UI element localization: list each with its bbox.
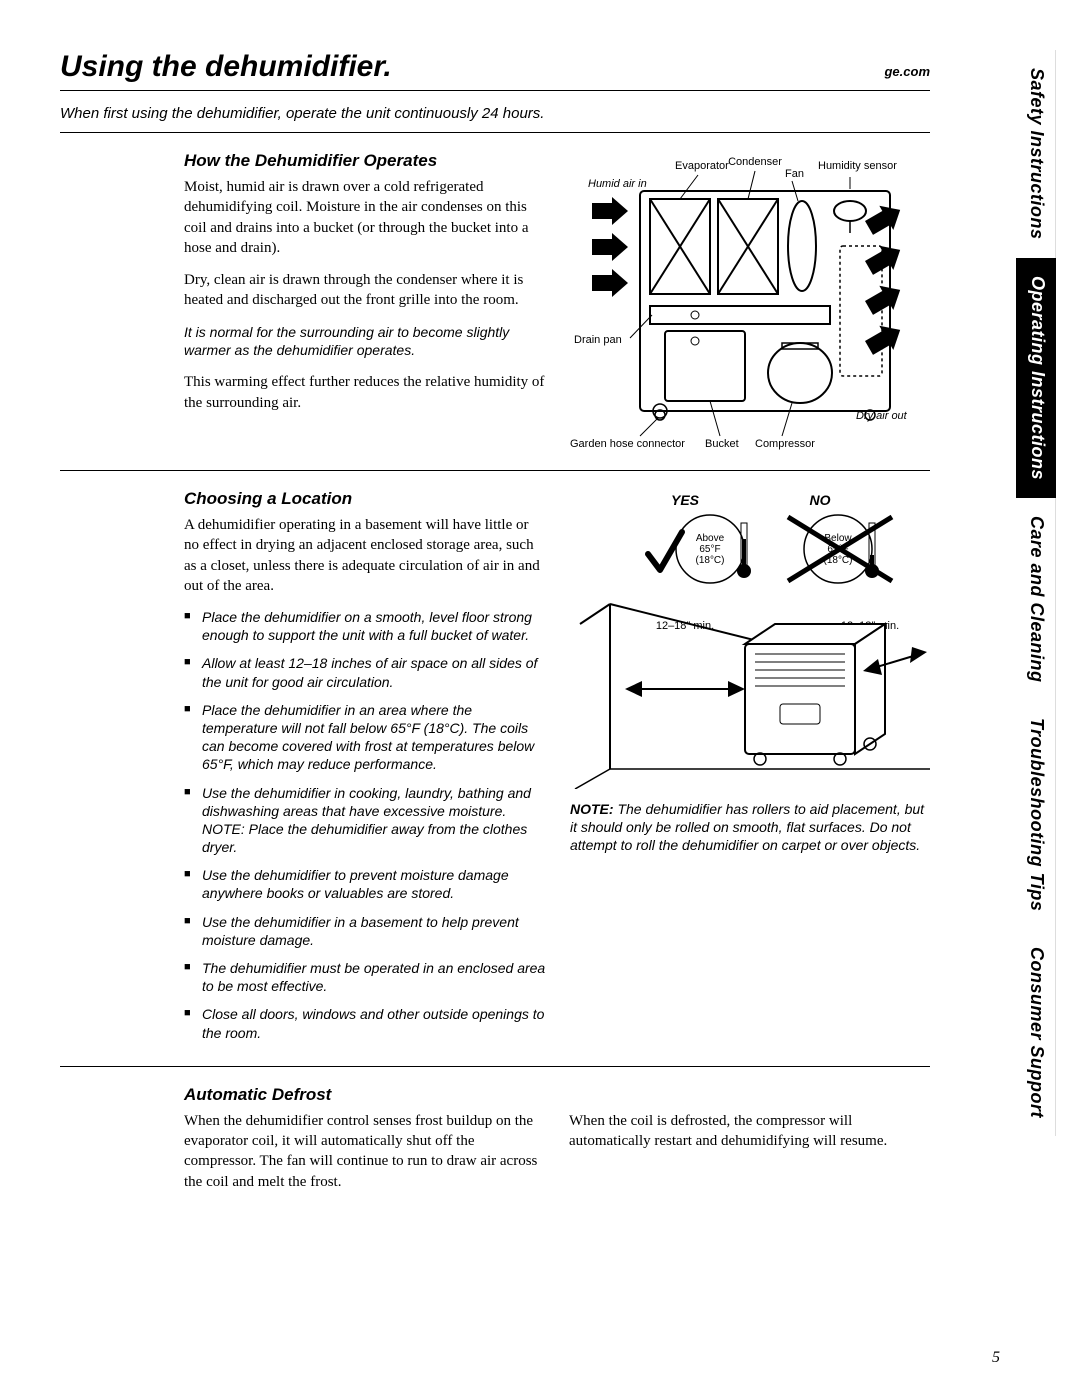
body-text: A dehumidifier operating in a basement w… [184, 515, 546, 596]
operation-diagram: Evaporator Condenser Fan Humidity sensor… [570, 151, 930, 456]
label-dry-air-out: Dry air out [856, 410, 908, 422]
svg-text:65°F: 65°F [699, 544, 720, 555]
label-compressor: Compressor [755, 438, 815, 450]
page-header: Using the dehumidifier. ge.com [60, 50, 930, 91]
tab-care[interactable]: Care and Cleaning [1016, 498, 1056, 701]
tab-consumer[interactable]: Consumer Support [1016, 929, 1056, 1136]
body-text: When the coil is defrosted, the compress… [569, 1111, 930, 1192]
list-item: Place the dehumidifier in an area where … [184, 701, 546, 774]
body-text: Moist, humid air is drawn over a cold re… [184, 177, 546, 258]
section-location: Choosing a Location A dehumidifier opera… [60, 489, 930, 1052]
brand-link[interactable]: ge.com [884, 64, 930, 79]
label-bucket: Bucket [705, 438, 739, 450]
list-item: Use the dehumidifier in a basement to he… [184, 913, 546, 949]
note-text: NOTE: The dehumidifier has rollers to ai… [570, 800, 930, 855]
label-fan: Fan [785, 168, 804, 180]
body-text: This warming effect further reduces the … [184, 372, 546, 413]
note-body: The dehumidifier has rollers to aid plac… [570, 801, 924, 853]
body-text: When the dehumidifier control senses fro… [184, 1111, 545, 1192]
page-number: 5 [992, 1349, 1000, 1367]
label-condenser: Condenser [728, 156, 782, 168]
section-auto-defrost: Automatic Defrost When the dehumidifier … [60, 1085, 930, 1204]
section-how-operates: How the Dehumidifier Operates Moist, hum… [60, 151, 930, 456]
tab-operating[interactable]: Operating Instructions [1016, 258, 1056, 498]
section-title: Automatic Defrost [184, 1085, 930, 1105]
list-item: Use the dehumidifier to prevent moisture… [184, 866, 546, 902]
list-item: The dehumidifier must be operated in an … [184, 959, 546, 995]
svg-text:Above: Above [696, 533, 725, 544]
label-garden-hose: Garden hose connector [570, 438, 685, 450]
body-text: Dry, clean air is drawn through the cond… [184, 270, 546, 311]
label-evaporator: Evaporator [675, 160, 729, 172]
section-title: Choosing a Location [184, 489, 546, 509]
list-item: Close all doors, windows and other outsi… [184, 1005, 546, 1041]
list-item: Allow at least 12–18 inches of air space… [184, 654, 546, 690]
svg-text:(18°C): (18°C) [695, 555, 724, 566]
divider [60, 132, 930, 133]
section-tabs: Safety Instructions Operating Instructio… [1016, 50, 1056, 1310]
list-item: Place the dehumidifier on a smooth, leve… [184, 608, 546, 644]
divider [60, 1066, 930, 1067]
section-title: How the Dehumidifier Operates [184, 151, 546, 171]
page-content: Using the dehumidifier. ge.com When firs… [60, 50, 930, 1218]
tips-list: Place the dehumidifier on a smooth, leve… [184, 608, 546, 1042]
location-diagram: YES NO Above 65°F (18°C) Below [570, 489, 930, 794]
label-humidity-sensor: Humidity sensor [818, 160, 897, 172]
list-item: Use the dehumidifier in cooking, laundry… [184, 784, 546, 857]
page-title: Using the dehumidifier. [60, 50, 392, 84]
label-humid-air-in: Humid air in [588, 178, 647, 190]
label-drain-pan: Drain pan [574, 334, 622, 346]
intro-text: When first using the dehumidifier, opera… [60, 105, 930, 122]
tab-safety[interactable]: Safety Instructions [1016, 50, 1056, 258]
divider [60, 470, 930, 471]
body-italic: It is normal for the surrounding air to … [184, 323, 546, 361]
label-yes: YES [671, 492, 700, 508]
tab-troubleshooting[interactable]: Troubleshooting Tips [1016, 700, 1056, 929]
label-no: NO [810, 492, 831, 508]
